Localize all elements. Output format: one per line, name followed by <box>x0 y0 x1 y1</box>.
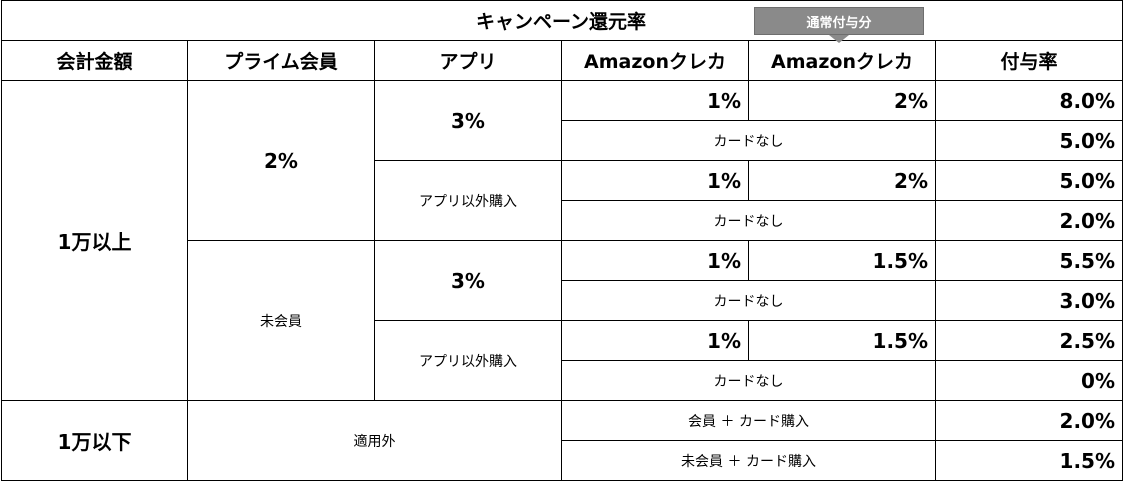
border <box>748 320 749 361</box>
total-rate: 8.0% <box>1059 88 1115 113</box>
normal-grant-badge: 通常付与分 <box>754 7 924 35</box>
border <box>1 0 1123 1</box>
border <box>187 40 188 481</box>
border <box>1 80 1123 81</box>
border <box>1 400 1123 401</box>
non-app-label: アプリ以外購入 <box>419 193 517 210</box>
app-rate: 3% <box>451 108 485 133</box>
border <box>561 120 1123 121</box>
non-member-label: 未会員 <box>260 313 302 330</box>
header-rate: 付与率 <box>1000 51 1058 73</box>
amount-under-10k: 1万以下 <box>57 430 132 454</box>
not-applicable-label: 適用外 <box>353 433 396 450</box>
table-title: キャンペーン還元率 <box>475 11 647 33</box>
border <box>561 280 1123 281</box>
non-member-card-label: 未会員 ＋ カード購入 <box>681 453 816 470</box>
border <box>374 40 375 401</box>
total-rate: 5.0% <box>1059 128 1115 153</box>
amount-over-10k: 1万以上 <box>57 230 132 254</box>
card-campaign-rate: 1% <box>707 168 741 193</box>
border <box>1 40 1123 41</box>
card-normal-rate: 2% <box>894 168 928 193</box>
border <box>748 240 749 281</box>
member-card-label: 会員 ＋ カード購入 <box>688 413 809 430</box>
card-normal-rate: 1.5% <box>872 248 928 273</box>
total-rate: 5.0% <box>1059 168 1115 193</box>
card-campaign-rate: 1% <box>707 88 741 113</box>
total-rate: 3.0% <box>1059 288 1115 313</box>
border <box>748 80 749 121</box>
non-app-label: アプリ以外購入 <box>419 353 517 370</box>
prime-member-rate: 2% <box>264 148 298 173</box>
header-app: アプリ <box>439 51 497 73</box>
total-rate: 5.5% <box>1059 248 1115 273</box>
border <box>1122 0 1123 481</box>
badge-pointer-icon <box>829 35 849 43</box>
card-normal-rate: 1.5% <box>872 328 928 353</box>
border <box>561 40 562 481</box>
card-campaign-rate: 1% <box>707 328 741 353</box>
header-amount: 会計金額 <box>56 51 133 73</box>
border <box>561 360 1123 361</box>
total-rate: 0% <box>1081 368 1115 393</box>
header-card-normal: Amazonクレカ <box>771 51 913 73</box>
header-prime: プライム会員 <box>224 51 338 73</box>
border <box>561 200 1123 201</box>
card-campaign-rate: 1% <box>707 248 741 273</box>
card-normal-rate: 2% <box>894 88 928 113</box>
no-card-label: カードなし <box>713 373 784 390</box>
header-card-campaign: Amazonクレカ <box>584 51 726 73</box>
no-card-label: カードなし <box>713 293 784 310</box>
border <box>1 0 2 481</box>
border <box>748 40 749 81</box>
total-rate: 1.5% <box>1059 448 1115 473</box>
total-rate: 2.5% <box>1059 328 1115 353</box>
app-rate: 3% <box>451 268 485 293</box>
border <box>187 240 1123 241</box>
no-card-label: カードなし <box>713 213 784 230</box>
no-card-label: カードなし <box>713 133 784 150</box>
total-rate: 2.0% <box>1059 208 1115 233</box>
border <box>561 440 1123 441</box>
border <box>935 40 936 481</box>
border <box>748 160 749 201</box>
border <box>1 480 1123 481</box>
total-rate: 2.0% <box>1059 408 1115 433</box>
